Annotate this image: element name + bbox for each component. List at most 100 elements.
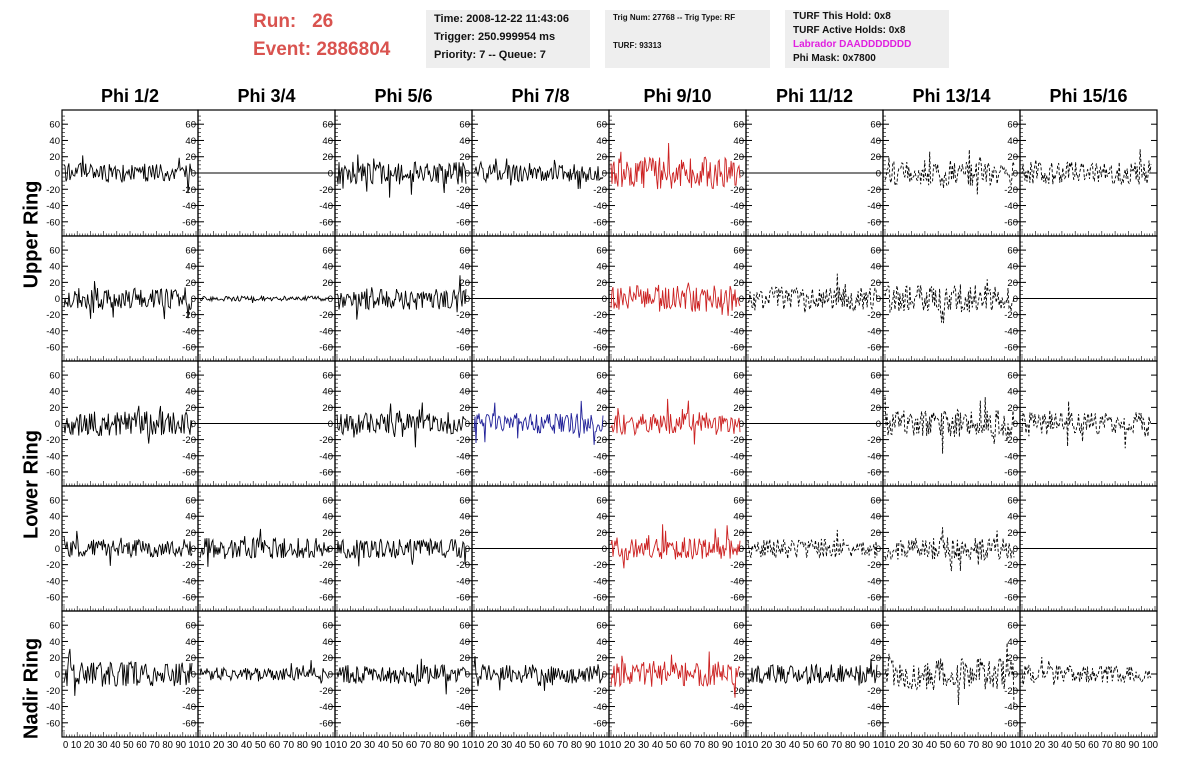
- y-tick-label: -40: [730, 576, 744, 587]
- y-tick-label: -60: [182, 592, 196, 603]
- y-tick-label: -20: [593, 560, 607, 571]
- y-tick-label: -60: [1004, 217, 1018, 228]
- y-tick-label: 60: [185, 120, 196, 131]
- y-tick-label: 40: [596, 637, 607, 648]
- y-tick-label: -40: [182, 326, 196, 337]
- event-label: Event:: [253, 39, 312, 60]
- waveform-trace: [884, 527, 1015, 572]
- waveform-trace: [747, 529, 878, 559]
- y-tick-label: -40: [319, 576, 333, 587]
- y-tick-label: 40: [49, 387, 60, 398]
- y-tick-label: -40: [319, 201, 333, 212]
- y-tick-label: 20: [1007, 278, 1018, 289]
- waveform-trace: [63, 281, 193, 320]
- y-tick-label: 60: [596, 120, 607, 131]
- trig-num-text: Trig Num: 27768 -- Trig Type: RF: [613, 13, 736, 22]
- waveform-trace: [1021, 149, 1152, 186]
- y-tick-label: 40: [733, 387, 744, 398]
- y-tick-label: 20: [596, 152, 607, 163]
- y-tick-label: 0: [191, 419, 196, 430]
- y-tick-label: 0: [1013, 169, 1018, 180]
- y-tick-label: -60: [456, 718, 470, 729]
- y-tick-label: -40: [730, 451, 744, 462]
- x-tick-label: 10 20 30 40 50 60 70 80 90 10: [199, 740, 336, 751]
- y-tick-label: 60: [1007, 621, 1018, 632]
- y-tick-label: 20: [459, 152, 470, 163]
- y-tick-label: 40: [870, 512, 881, 523]
- y-tick-label: 0: [739, 294, 744, 305]
- y-tick-label: 40: [185, 262, 196, 273]
- time-text: Time: 2008-12-22 11:43:06: [434, 13, 569, 25]
- y-tick-label: -60: [456, 217, 470, 228]
- y-tick-label: 60: [459, 246, 470, 257]
- y-tick-label: -20: [730, 686, 744, 697]
- y-tick-label: 0: [55, 294, 60, 305]
- y-tick-label: -20: [867, 560, 881, 571]
- y-tick-label: -20: [730, 185, 744, 196]
- y-tick-label: 0: [1013, 419, 1018, 430]
- y-tick-label: 40: [185, 387, 196, 398]
- trig-info-box: Trig Num: 27768 -- Trig Type: RF TURF: 9…: [605, 10, 770, 68]
- y-tick-label: -20: [730, 560, 744, 571]
- y-tick-label: 40: [1007, 512, 1018, 523]
- y-tick-label: 20: [185, 528, 196, 539]
- x-tick-label: 10 20 30 40 50 60 70 80 90 10: [884, 740, 1021, 751]
- y-tick-label: -40: [1004, 702, 1018, 713]
- y-tick-label: 60: [322, 246, 333, 257]
- y-tick-label: 40: [322, 262, 333, 273]
- panel-frame: [608, 109, 747, 237]
- y-tick-label: -40: [1004, 201, 1018, 212]
- y-tick-label: -60: [319, 342, 333, 353]
- y-tick-label: -40: [593, 576, 607, 587]
- y-tick-label: 40: [596, 262, 607, 273]
- panel-frame: [882, 610, 1021, 738]
- x-tick-label: 0 10 20 30 40 50 60 70 80 90 10: [63, 740, 199, 751]
- y-tick-label: 20: [185, 278, 196, 289]
- y-tick-label: 40: [49, 262, 60, 273]
- y-tick-label: -40: [319, 451, 333, 462]
- x-tick-label: 10 20 30 40 50 60 70 80 90 10: [747, 740, 884, 751]
- y-tick-label: 0: [739, 419, 744, 430]
- y-tick-label: 20: [49, 278, 60, 289]
- y-tick-label: -40: [867, 451, 881, 462]
- y-tick-label: 20: [185, 653, 196, 664]
- y-tick-label: -20: [319, 310, 333, 321]
- y-tick-label: 60: [733, 246, 744, 257]
- y-tick-label: 40: [596, 387, 607, 398]
- waveform-trace: [199, 660, 330, 684]
- y-tick-label: 40: [322, 136, 333, 147]
- column-header: Phi 11/12: [775, 86, 854, 106]
- waveform-trace: [63, 648, 193, 696]
- y-tick-label: 60: [185, 496, 196, 507]
- y-tick-label: 0: [55, 419, 60, 430]
- y-tick-label: -60: [456, 592, 470, 603]
- y-tick-label: 20: [459, 653, 470, 664]
- y-tick-label: -20: [46, 560, 60, 571]
- y-tick-label: 60: [1007, 120, 1018, 131]
- run-event-box: Run: 26 Event: 2886804: [253, 11, 423, 67]
- column-header: Phi 15/16: [1049, 86, 1128, 106]
- waveform-trace: [199, 294, 330, 303]
- turf-this-hold-text: TURF This Hold: 0x8: [793, 11, 891, 22]
- y-tick-label: 40: [870, 136, 881, 147]
- y-tick-label: 0: [602, 670, 607, 681]
- y-tick-label: 0: [191, 294, 196, 305]
- y-tick-label: -60: [730, 592, 744, 603]
- y-tick-label: 20: [733, 528, 744, 539]
- y-tick-label: -20: [46, 185, 60, 196]
- y-tick-label: -60: [730, 718, 744, 729]
- y-tick-label: -20: [593, 435, 607, 446]
- y-tick-label: -60: [1004, 342, 1018, 353]
- y-tick-label: 20: [49, 528, 60, 539]
- y-tick-label: 60: [49, 120, 60, 131]
- y-tick-label: 40: [1007, 136, 1018, 147]
- y-tick-label: -40: [46, 576, 60, 587]
- y-tick-label: -40: [182, 201, 196, 212]
- y-tick-label: 0: [191, 544, 196, 555]
- y-tick-label: 20: [1007, 152, 1018, 163]
- y-tick-label: 0: [739, 670, 744, 681]
- y-tick-label: 20: [870, 152, 881, 163]
- y-tick-label: 0: [55, 670, 60, 681]
- y-tick-label: 60: [596, 246, 607, 257]
- panel-frame: [608, 235, 747, 362]
